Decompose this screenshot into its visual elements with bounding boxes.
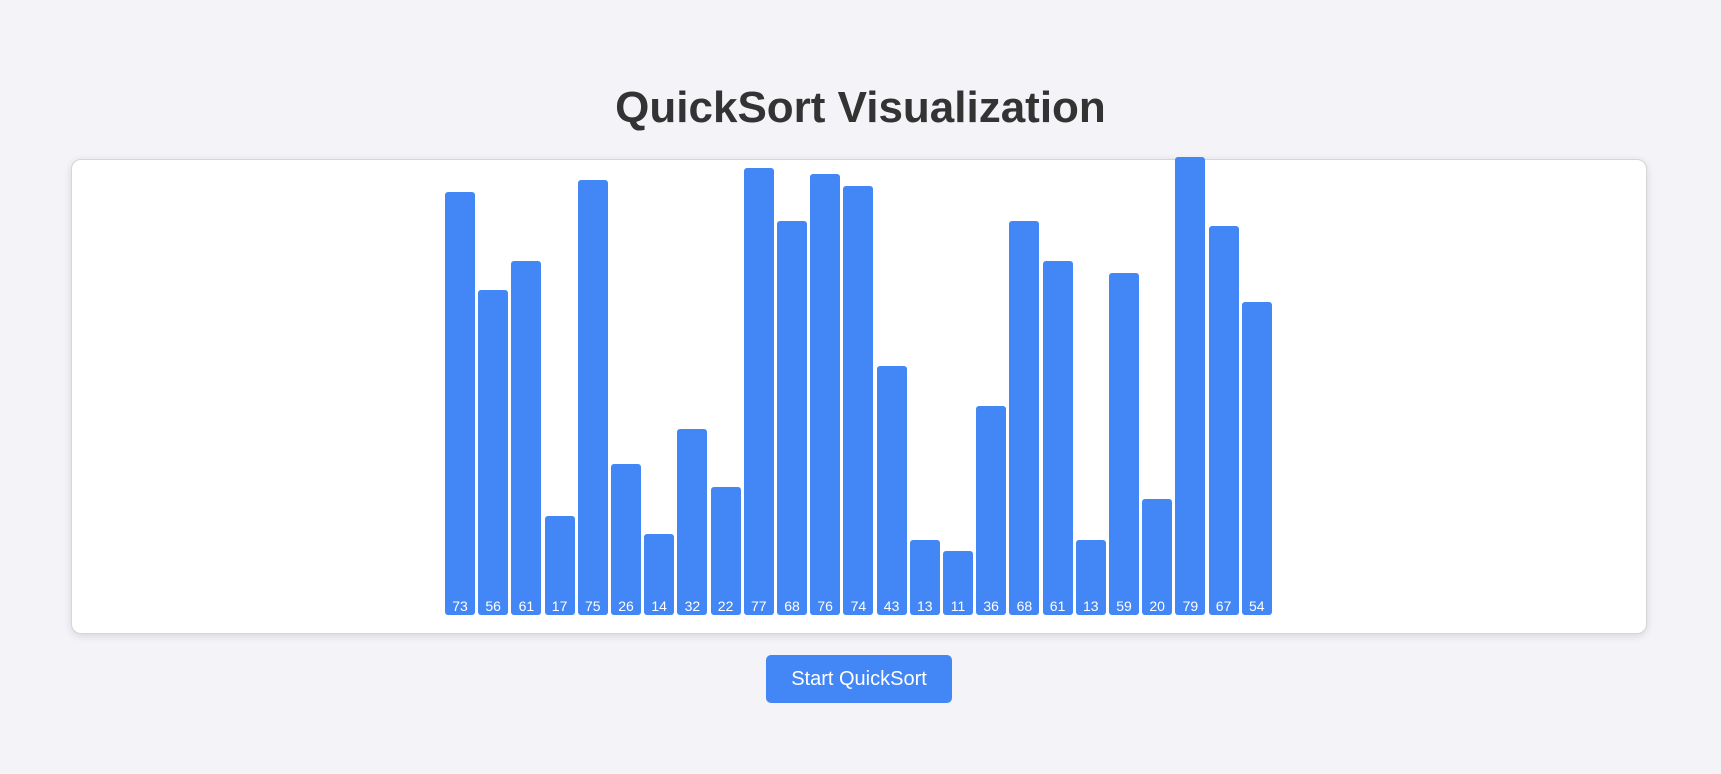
array-bar: 32 [677, 429, 708, 615]
array-bar: 26 [611, 464, 641, 615]
array-bar: 79 [1175, 156, 1206, 615]
array-bar: 61 [511, 261, 542, 615]
array-bar: 67 [1208, 226, 1239, 615]
bar-value-label: 20 [1149, 598, 1165, 614]
bar-value-label: 74 [850, 597, 867, 614]
bar-value-label: 22 [717, 597, 734, 614]
array-bar: 20 [1142, 499, 1173, 615]
array-bar: 11 [943, 551, 973, 615]
bar-value-label: 17 [551, 597, 568, 614]
bar-value-label: 75 [585, 598, 601, 614]
array-bar: 76 [810, 174, 841, 615]
page-title: QuickSort Visualization [615, 83, 1106, 132]
array-bar: 61 [1042, 261, 1073, 615]
bar-value-label: 32 [684, 597, 701, 614]
array-bar: 14 [644, 533, 675, 615]
bar-value-label: 77 [751, 597, 767, 614]
bar-value-label: 73 [452, 597, 468, 614]
array-bar: 54 [1241, 301, 1272, 615]
array-bar: 36 [976, 406, 1007, 615]
array-bar: 68 [1009, 220, 1040, 615]
bar-value-label: 13 [1083, 597, 1099, 614]
bar-value-label: 36 [983, 597, 999, 614]
bar-value-label: 61 [518, 597, 535, 614]
array-bar: 77 [743, 168, 774, 615]
array-bar: 13 [909, 539, 940, 615]
array-bar: 22 [710, 487, 741, 615]
array-bar: 13 [1075, 539, 1106, 615]
bar-value-label: 56 [485, 597, 501, 614]
bar-value-label: 54 [1249, 597, 1265, 614]
array-bar: 68 [777, 220, 807, 615]
bar-value-label: 13 [917, 597, 933, 614]
array-bar: 74 [843, 185, 874, 615]
bar-value-label: 26 [618, 597, 634, 614]
array-bar: 73 [445, 191, 475, 615]
bar-value-label: 61 [1049, 597, 1066, 614]
bar-value-label: 67 [1215, 597, 1232, 614]
array-bar: 56 [478, 290, 509, 615]
bar-value-label: 43 [883, 597, 900, 614]
bar-value-label: 76 [817, 597, 833, 614]
start-quicksort-button[interactable]: Start QuickSort [766, 655, 952, 703]
bar-value-label: 68 [784, 597, 800, 614]
array-bar: 59 [1109, 272, 1139, 615]
array-bar: 17 [544, 516, 575, 615]
bar-value-label: 79 [1182, 597, 1199, 614]
bar-value-label: 11 [950, 597, 966, 614]
array-bar: 43 [876, 365, 907, 615]
bar-value-label: 14 [651, 597, 667, 614]
bar-value-label: 68 [1016, 597, 1033, 614]
array-bar: 75 [577, 180, 608, 615]
bar-value-label: 59 [1116, 597, 1132, 614]
